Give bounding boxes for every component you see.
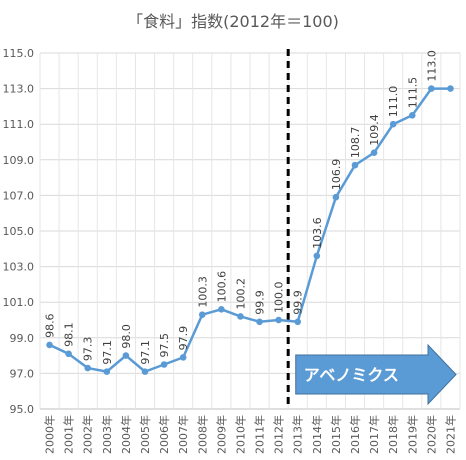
data-label: 98.0	[120, 324, 133, 349]
data-label: 111.5	[406, 77, 419, 109]
data-point	[198, 311, 206, 318]
data-point	[179, 354, 187, 361]
data-label: 103.6	[311, 217, 324, 249]
x-tick-label: 2004年	[119, 415, 133, 454]
series-line	[49, 87, 451, 373]
y-tick-label: 105.0	[3, 225, 35, 238]
data-label: 100.0	[273, 282, 286, 314]
x-tick-label: 2017年	[367, 415, 381, 454]
x-tick-label: 2005年	[138, 415, 152, 454]
data-label: 97.5	[158, 333, 171, 358]
data-label: 97.3	[82, 337, 95, 362]
x-tick-label: 2020年	[424, 415, 438, 454]
x-tick-label: 2015年	[329, 415, 343, 454]
data-label: 113.0	[425, 50, 438, 82]
y-tick-label: 99.0	[10, 332, 35, 345]
data-point	[389, 120, 397, 128]
x-tick-label: 2011年	[253, 415, 267, 454]
abenomics-arrow	[295, 343, 457, 406]
abenomics-label: アベノミクス	[304, 366, 399, 385]
x-tick-label: 2012年	[272, 415, 286, 454]
data-label: 100.3	[196, 276, 209, 308]
data-point	[408, 112, 416, 119]
y-tick-label: 95.0	[10, 403, 35, 416]
y-tick-label: 113.0	[3, 83, 35, 96]
data-point	[313, 252, 321, 260]
data-point	[84, 364, 92, 372]
data-label: 98.6	[44, 313, 57, 338]
x-tick-label: 2003年	[100, 415, 114, 454]
data-point	[428, 85, 435, 92]
x-tick-label: 2002年	[81, 415, 95, 454]
x-tick-label: 2014年	[310, 415, 324, 454]
x-tick-label: 2019年	[405, 415, 419, 454]
data-point	[46, 341, 53, 349]
data-label: 111.0	[387, 86, 400, 118]
x-tick-label: 2006年	[157, 415, 171, 454]
x-tick-label: 2001年	[62, 415, 76, 454]
y-tick-label: 111.0	[3, 118, 35, 131]
y-tick-label: 97.0	[10, 367, 35, 380]
data-point	[218, 306, 225, 313]
y-tick-label: 101.0	[3, 296, 35, 309]
data-label: 99.9	[292, 290, 305, 315]
data-label: 99.9	[254, 290, 267, 315]
data-point	[141, 368, 149, 375]
x-tick-label: 2000年	[43, 415, 57, 454]
data-label: 109.4	[368, 114, 381, 146]
data-label: 98.1	[63, 322, 76, 347]
data-label: 108.7	[349, 127, 362, 159]
data-label: 100.6	[215, 271, 228, 303]
x-tick-label: 2018年	[386, 415, 400, 454]
data-label: 100.2	[234, 278, 247, 310]
data-point	[65, 350, 72, 358]
x-tick-label: 2009年	[214, 415, 228, 454]
data-point	[275, 316, 282, 324]
x-tick-label: 2007年	[176, 415, 190, 454]
x-tick-label: 2016年	[348, 415, 362, 454]
data-point	[237, 313, 244, 320]
data-point	[351, 161, 359, 169]
data-label: 97.1	[101, 340, 114, 365]
data-point	[103, 368, 111, 375]
x-tick-label: 2010年	[233, 415, 247, 454]
x-tick-label: 2008年	[195, 415, 209, 454]
y-tick-label: 109.0	[3, 154, 35, 167]
data-point	[122, 352, 130, 359]
y-tick-label: 103.0	[3, 261, 35, 274]
y-tick-label: 107.0	[3, 189, 35, 202]
data-label: 97.1	[139, 340, 152, 365]
data-point	[160, 361, 168, 368]
y-tick-label: 115.0	[3, 47, 35, 60]
x-tick-label: 2021年	[443, 415, 457, 454]
chart-title: 「食料」指数(2012年＝100)	[127, 12, 339, 31]
data-point	[294, 318, 302, 326]
data-point	[256, 318, 263, 326]
data-point	[332, 193, 340, 201]
data-label: 97.9	[177, 326, 190, 351]
data-label: 106.9	[330, 159, 343, 191]
data-point	[370, 149, 378, 156]
data-point	[447, 85, 454, 92]
x-tick-label: 2013年	[291, 415, 305, 454]
